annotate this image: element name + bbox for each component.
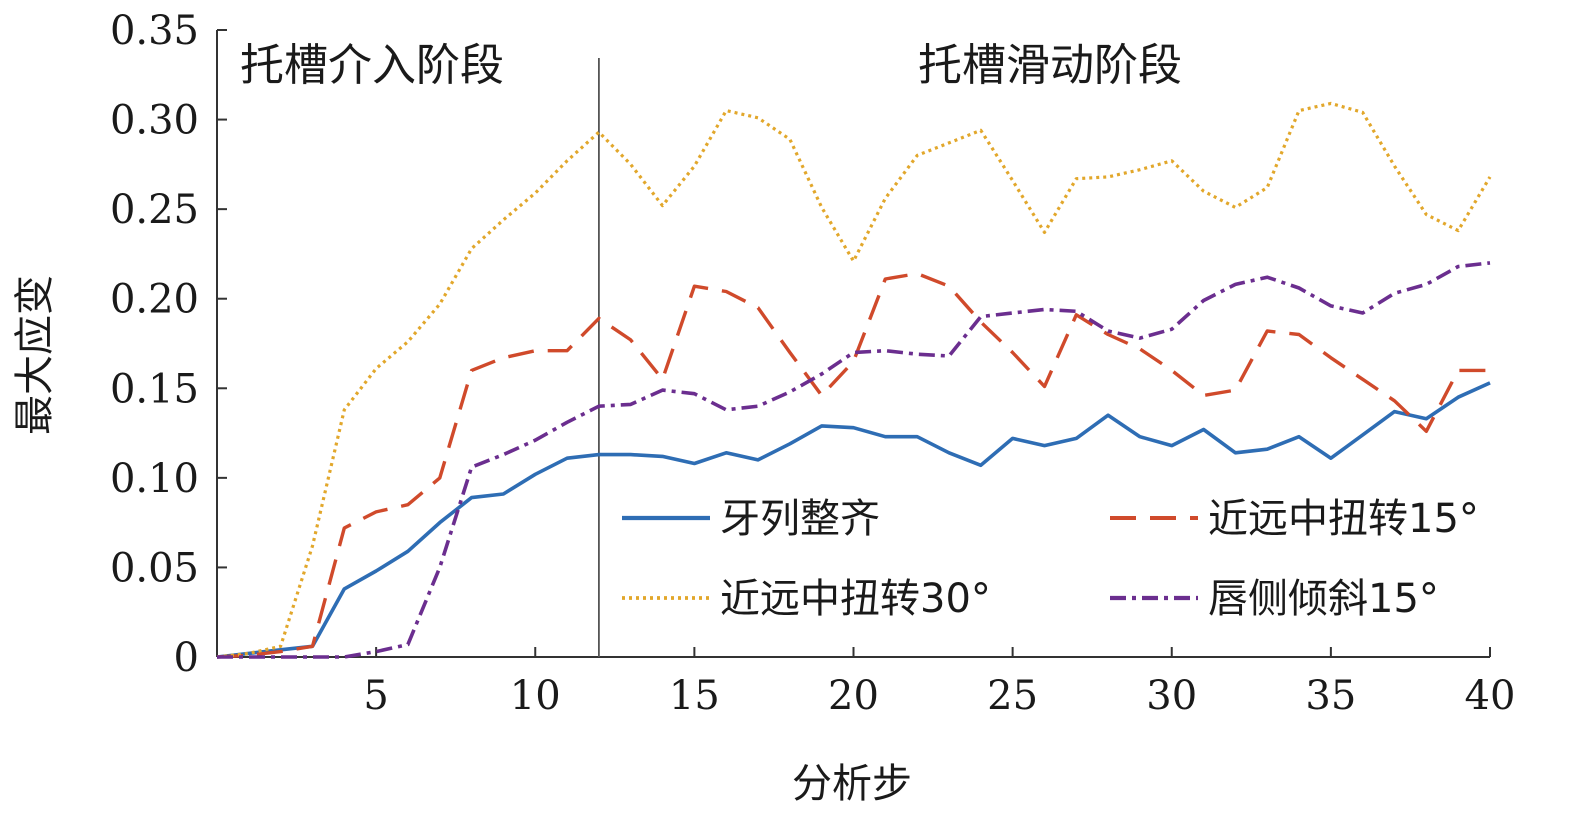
y-ticks: 0 0.05 0.10 0.15 0.20 0.25 0.30 0.35 — [110, 8, 227, 681]
x-ticks: 5 10 15 20 25 30 35 40 — [363, 647, 1515, 719]
phase1-label: 托槽介入阶段 — [240, 40, 504, 91]
x-tick-label: 10 — [510, 673, 561, 719]
phase2-label: 托槽滑动阶段 — [918, 40, 1182, 91]
x-tick-label: 15 — [669, 673, 720, 719]
legend-label: 近远中扭转15° — [1208, 496, 1479, 542]
y-tick-label: 0.15 — [110, 366, 199, 412]
legend: 牙列整齐 近远中扭转15° 近远中扭转30° 唇侧倾斜15° — [622, 496, 1479, 622]
x-tick-label: 20 — [828, 673, 879, 719]
y-tick-label: 0.10 — [110, 456, 199, 502]
y-axis-title: 最大应变 — [12, 275, 58, 435]
y-tick-label: 0.35 — [110, 8, 199, 54]
series-line-2 — [216, 101, 1492, 659]
legend-label: 唇侧倾斜15° — [1208, 576, 1439, 622]
x-axis-title: 分析步 — [792, 761, 912, 807]
y-tick-label: 0.20 — [110, 277, 199, 323]
y-tick-label: 0.30 — [110, 98, 199, 144]
y-tick-label: 0.25 — [110, 187, 199, 233]
series-line-3 — [217, 261, 1491, 659]
series-line-0 — [216, 381, 1491, 659]
legend-label: 近远中扭转30° — [720, 576, 991, 622]
x-tick-label: 25 — [987, 673, 1038, 719]
x-tick-label: 5 — [363, 673, 388, 719]
x-tick-label: 40 — [1465, 673, 1516, 719]
x-tick-label: 30 — [1146, 673, 1197, 719]
x-tick-label: 35 — [1305, 673, 1356, 719]
y-tick-label: 0 — [174, 635, 199, 681]
y-tick-label: 0.05 — [110, 545, 199, 591]
series-layer — [216, 101, 1492, 659]
legend-label: 牙列整齐 — [720, 496, 880, 542]
